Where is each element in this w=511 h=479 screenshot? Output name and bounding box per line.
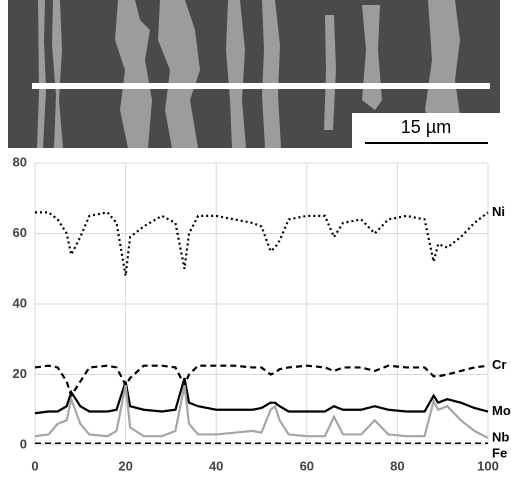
series-line (35, 366, 488, 396)
scale-bar-label: 15 µm (401, 117, 451, 137)
x-tick-label: 40 (209, 458, 223, 473)
series-line (35, 212, 488, 275)
x-tick-label: 0 (31, 458, 38, 473)
x-tick-label: 100 (477, 458, 499, 473)
y-tick-label: 40 (13, 295, 27, 310)
x-tick-label: 20 (118, 458, 132, 473)
series-line (35, 378, 488, 413)
series-label: Fe (492, 445, 507, 460)
x-tick-label: 60 (300, 458, 314, 473)
sem-image: 15 µm (8, 0, 500, 148)
series-label: Cr (492, 357, 506, 372)
y-tick-label: 0 (20, 436, 27, 451)
series-label: Nb (492, 429, 509, 444)
y-tick-label: 20 (13, 366, 27, 381)
y-tick-label: 60 (13, 225, 27, 240)
y-tick-label: 80 (13, 154, 27, 169)
x-tick-label: 80 (390, 458, 404, 473)
page: 15 µm 0 20 40 60 80 0 20 40 60 80 100 Ni Cr Mo NbFe (0, 0, 511, 479)
series-label: Ni (492, 204, 505, 219)
series-label: Mo (492, 403, 511, 418)
